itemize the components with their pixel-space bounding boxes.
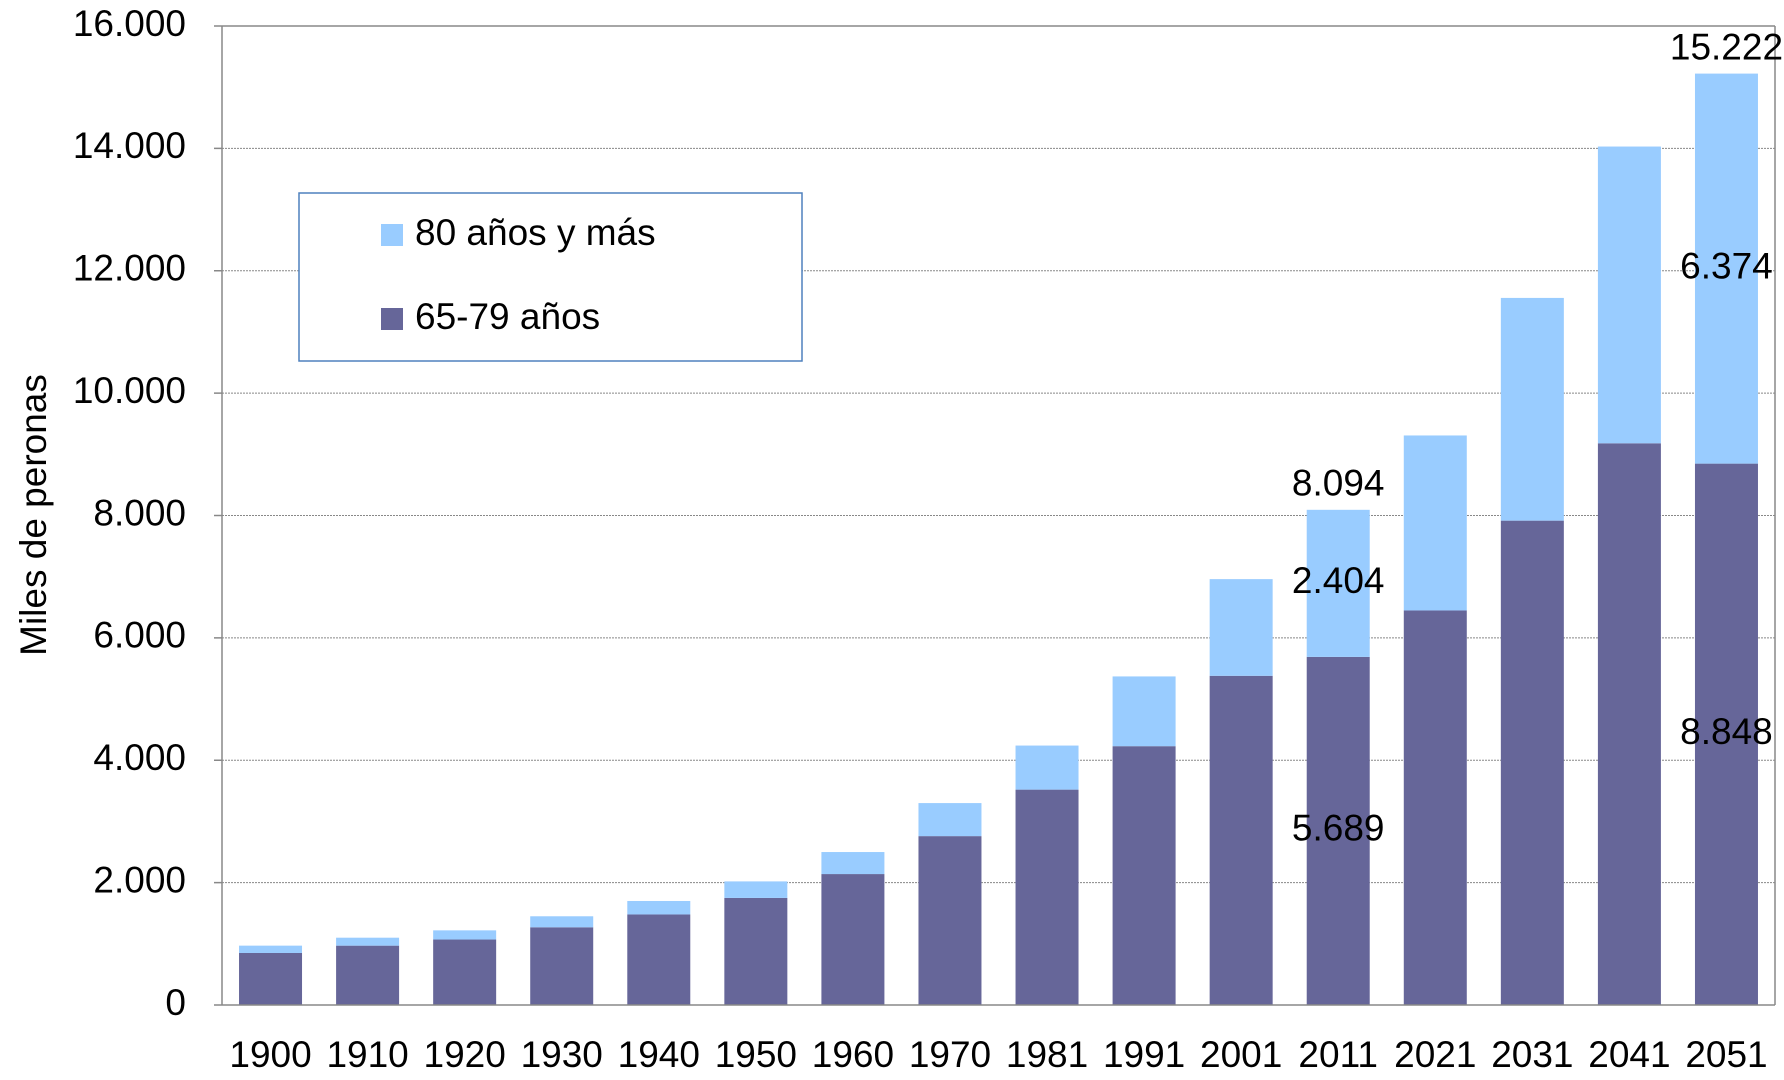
legend-box [298,192,803,362]
bar-segment [336,937,400,946]
bar-segment [627,914,691,1005]
bar-segment [336,945,400,1005]
bar-segment [821,852,885,875]
bar-segment [530,916,594,928]
y-tick-label: 16.000 [73,3,186,44]
bar-segment [1500,297,1564,521]
x-tick-label: 2011 [1298,1034,1378,1075]
x-tick-label: 1981 [1006,1034,1088,1075]
legend-label: 65-79 años [415,296,600,337]
y-tick-label: 6.000 [93,615,186,656]
y-tick-label: 4.000 [93,737,186,778]
data-label: 2.404 [1292,560,1385,601]
x-tick-label: 1900 [229,1034,311,1075]
bar-segment [1403,610,1467,1005]
total-label: 15.222 [1670,26,1783,67]
bar-segment [724,897,788,1005]
bar-segment [1015,789,1079,1005]
y-tick-label: 8.000 [93,492,186,533]
bar-segment [1112,676,1176,747]
bar-segment [239,952,303,1005]
legend-label: 80 años y más [415,212,656,253]
bar-segment [724,881,788,898]
data-label: 8.848 [1680,711,1773,752]
bar-segment [433,939,497,1005]
x-tick-label: 1940 [618,1034,700,1075]
bar-segment [1306,656,1370,1005]
bar-segment [530,927,594,1005]
bar-segment [1597,443,1661,1006]
x-tick-label: 2021 [1394,1034,1476,1075]
bar-segment [1403,435,1467,611]
x-tick-label: 1910 [326,1034,408,1075]
y-tick-label: 12.000 [73,248,186,289]
x-tick-label: 1991 [1103,1034,1185,1075]
bar-segment [918,803,982,837]
x-tick-label: 1960 [812,1034,894,1075]
y-tick-label: 14.000 [73,125,186,166]
y-axis-title: Miles de peronas [13,374,54,656]
bar-segment [1209,579,1273,676]
legend-swatch [381,308,403,330]
bar-segment [1597,146,1661,444]
x-tick-label: 1920 [424,1034,506,1075]
x-tick-label: 1970 [909,1034,991,1075]
x-tick-label: 2001 [1200,1034,1282,1075]
bar-segment [1694,463,1758,1005]
bar-segment [1209,675,1273,1005]
bar-segment [1500,520,1564,1005]
x-tick-label: 2051 [1685,1034,1767,1075]
legend-swatch [381,224,403,246]
bar-segment [239,945,303,953]
bar-segment [918,836,982,1005]
bar-segment [433,930,497,940]
bar-segment [1306,509,1370,657]
data-label: 6.374 [1680,245,1773,286]
bar-segment [1015,745,1079,790]
x-tick-label: 2041 [1588,1034,1670,1075]
bar-segment [627,900,691,915]
y-tick-label: 0 [165,982,186,1023]
y-tick-label: 2.000 [93,859,186,900]
y-tick-label: 10.000 [73,370,186,411]
x-tick-label: 1930 [521,1034,603,1075]
bar-segment [1694,73,1758,464]
total-label: 8.094 [1292,463,1385,504]
data-label: 5.689 [1292,808,1385,849]
x-tick-label: 2031 [1491,1034,1573,1075]
bar-segment [1112,746,1176,1005]
bar-segment [821,874,885,1005]
x-tick-label: 1950 [715,1034,797,1075]
